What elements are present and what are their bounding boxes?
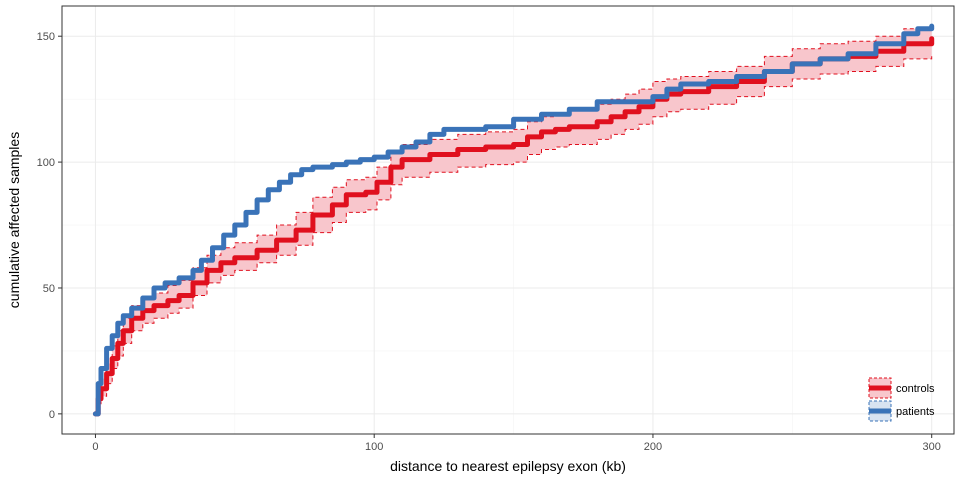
y-tick-label: 100 (37, 157, 55, 169)
x-tick-label: 300 (923, 441, 941, 453)
major-gridlines (62, 6, 954, 434)
y-axis-title: cumulative affected samples (6, 132, 22, 308)
y-tick-label: 150 (37, 31, 55, 43)
confidence-band-controls (95, 23, 932, 414)
x-axis-title: distance to nearest epilepsy exon (kb) (390, 458, 626, 474)
series-lines (92, 23, 935, 417)
band-lower-controls (95, 53, 933, 415)
legend: controls patients (868, 377, 935, 422)
y-tick-label: 50 (43, 283, 55, 295)
x-tick-label: 0 (92, 441, 98, 453)
x-tick-label: 100 (365, 441, 383, 453)
legend-label-controls: controls (896, 383, 935, 395)
x-tick-label: 200 (644, 441, 662, 453)
series-line-patients (92, 23, 935, 417)
plot-panel-border (61, 5, 955, 435)
y-axis: 0 50 100 150 (37, 31, 62, 421)
y-tick-label: 0 (49, 409, 55, 421)
x-axis: 0 100 200 300 (92, 434, 941, 453)
series-line-controls (92, 36, 935, 417)
legend-label-patients: patients (896, 406, 935, 418)
minor-gridlines (62, 6, 954, 434)
